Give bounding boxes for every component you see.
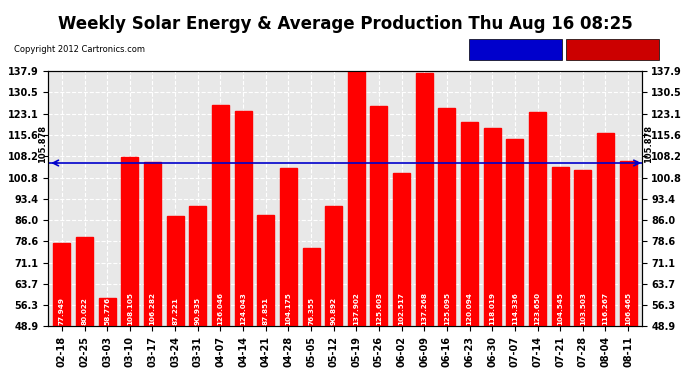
- Bar: [325, 206, 342, 326]
- Text: 87.851: 87.851: [263, 297, 268, 325]
- Text: 76.355: 76.355: [308, 297, 314, 325]
- Text: 87.221: 87.221: [172, 297, 178, 325]
- Bar: [461, 122, 478, 326]
- Text: 105.878: 105.878: [644, 125, 653, 163]
- Text: 106.465: 106.465: [625, 292, 631, 325]
- Text: 124.043: 124.043: [240, 292, 246, 325]
- Bar: [189, 206, 206, 326]
- Bar: [144, 162, 161, 326]
- Bar: [212, 105, 229, 326]
- Text: 125.603: 125.603: [376, 292, 382, 325]
- Text: 108.105: 108.105: [127, 292, 133, 325]
- Text: 102.517: 102.517: [399, 292, 404, 325]
- Bar: [574, 170, 591, 326]
- Bar: [597, 133, 614, 326]
- Text: 58.776: 58.776: [104, 297, 110, 325]
- Text: Weekly Solar Energy & Average Production Thu Aug 16 08:25: Weekly Solar Energy & Average Production…: [58, 15, 632, 33]
- Bar: [235, 111, 252, 326]
- Bar: [484, 128, 501, 326]
- Bar: [257, 214, 274, 326]
- Text: 123.650: 123.650: [535, 292, 540, 325]
- Bar: [121, 157, 138, 326]
- Text: 126.046: 126.046: [217, 292, 224, 325]
- Text: 114.336: 114.336: [512, 292, 518, 325]
- Bar: [99, 298, 116, 326]
- Text: 120.094: 120.094: [466, 292, 473, 325]
- Text: 77.949: 77.949: [59, 297, 65, 325]
- Text: Copyright 2012 Cartronics.com: Copyright 2012 Cartronics.com: [14, 45, 145, 54]
- Text: 90.935: 90.935: [195, 297, 201, 325]
- Bar: [302, 248, 319, 326]
- Text: 116.267: 116.267: [602, 292, 609, 325]
- Bar: [76, 237, 93, 326]
- Bar: [167, 216, 184, 326]
- Text: 137.902: 137.902: [353, 292, 359, 325]
- Bar: [280, 168, 297, 326]
- Bar: [371, 106, 388, 326]
- Text: 137.268: 137.268: [422, 292, 427, 325]
- Bar: [348, 71, 365, 326]
- Text: 105.878: 105.878: [38, 125, 47, 163]
- Text: 103.503: 103.503: [580, 292, 586, 325]
- Text: 104.545: 104.545: [557, 292, 563, 325]
- Text: Weekly  (kWh): Weekly (kWh): [578, 45, 647, 54]
- Bar: [393, 172, 410, 326]
- Bar: [438, 108, 455, 326]
- Text: 125.095: 125.095: [444, 292, 450, 325]
- Bar: [506, 139, 523, 326]
- Text: 104.175: 104.175: [286, 292, 291, 325]
- Bar: [620, 161, 637, 326]
- Text: 90.892: 90.892: [331, 297, 337, 325]
- Bar: [53, 243, 70, 326]
- Text: 80.022: 80.022: [81, 297, 88, 325]
- Bar: [552, 167, 569, 326]
- Bar: [529, 112, 546, 326]
- Text: 118.019: 118.019: [489, 292, 495, 325]
- Text: Average  (kWh): Average (kWh): [479, 45, 553, 54]
- Bar: [416, 73, 433, 326]
- Text: 106.282: 106.282: [150, 292, 155, 325]
